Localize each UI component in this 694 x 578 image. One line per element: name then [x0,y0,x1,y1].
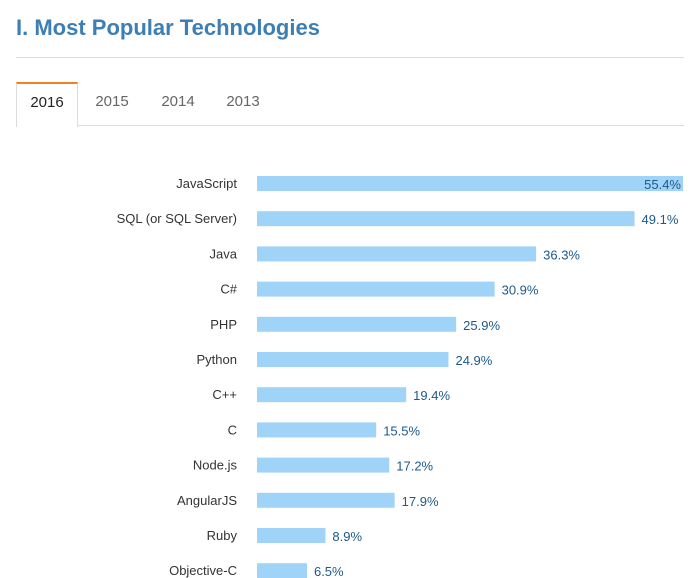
category-label-node-js: Node.js [193,458,238,473]
value-label-python: 24.9% [455,353,492,368]
value-label-objective-c: 6.5% [314,564,344,578]
category-label-ruby: Ruby [207,528,238,543]
value-label-cplusplus: 19.4% [413,388,450,403]
bar-javascript[interactable] [257,176,683,191]
bar-sql-or-sql-server[interactable] [257,211,635,227]
year-tabs: 2016 2015 2014 2013 [16,82,684,127]
value-label-node-js: 17.2% [396,459,433,474]
bar-python[interactable] [257,352,449,367]
value-label-c: 15.5% [383,423,420,438]
value-label-java: 36.3% [543,247,580,262]
value-label-javascript: 55.4% [644,177,681,192]
category-label-cplusplus: C++ [212,387,237,402]
category-label-csharp: C# [220,282,237,297]
bar-angularjs[interactable] [257,492,395,508]
bar-java[interactable] [257,246,537,262]
tab-2013[interactable]: 2013 [226,93,260,110]
bar-php[interactable] [257,316,457,332]
category-label-javascript: JavaScript [176,176,237,191]
title-divider [16,57,684,58]
page-title: I. Most Popular Technologies [16,15,320,40]
bar-objective-c[interactable] [257,563,307,578]
category-label-sql-or-sql-server: SQL (or SQL Server) [117,211,237,226]
value-label-angularjs: 17.9% [402,494,439,509]
category-label-php: PHP [210,317,237,332]
category-label-angularjs: AngularJS [177,493,237,508]
bar-node-js[interactable] [257,457,390,473]
category-label-python: Python [197,352,237,367]
value-label-sql-or-sql-server: 49.1% [642,212,679,227]
category-label-java: Java [210,246,238,261]
bar-ruby[interactable] [257,528,326,543]
tab-2016[interactable]: 2016 [16,82,78,127]
tab-2015[interactable]: 2015 [95,93,129,110]
value-label-php: 25.9% [463,318,500,333]
category-label-c: C [228,422,237,437]
value-label-csharp: 30.9% [502,283,539,298]
value-label-ruby: 8.9% [332,529,362,544]
category-label-objective-c: Objective-C [169,563,237,578]
tab-2014[interactable]: 2014 [161,93,195,110]
bar-c[interactable] [257,422,377,438]
bar-csharp[interactable] [257,281,495,297]
bar-cplusplus[interactable] [257,387,407,403]
